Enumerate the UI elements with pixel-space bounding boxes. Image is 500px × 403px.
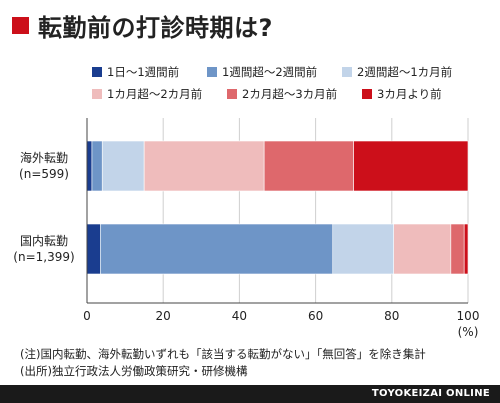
legend-item: 1カ月超〜2カ月前 [92, 86, 202, 102]
legend-label: 3カ月より前 [377, 87, 442, 101]
bar-segment [86, 140, 93, 192]
bar-segment [91, 140, 103, 192]
bar-segment [101, 140, 145, 192]
legend-label: 1カ月超〜2カ月前 [107, 87, 203, 101]
category-label-line: (n=599) [19, 167, 69, 181]
bar-segment [100, 223, 334, 275]
x-tick-label: 40 [231, 309, 248, 323]
legend-item: 1日〜1週間前 [92, 64, 179, 80]
chart-legend: 1日〜1週間前 1週間超〜2週間前 2週間超〜1カ月前 1カ月超〜2カ月前 2カ月超〜3… [92, 64, 492, 108]
legend-swatch [342, 67, 352, 77]
legend-swatch [207, 67, 217, 77]
legend-swatch [92, 67, 102, 77]
x-tick-label: 0 [83, 309, 91, 323]
category-label-line: 国内転勤 [19, 234, 68, 248]
bar-segment [393, 223, 452, 275]
legend-item: 1週間超〜2週間前 [207, 64, 317, 80]
bar-segment [143, 140, 265, 192]
x-tick-label: 80 [384, 309, 400, 323]
legend-item: 3カ月より前 [362, 86, 442, 102]
legend-swatch [362, 89, 372, 99]
footer-brand: TOYOKEIZAI ONLINE [371, 388, 490, 399]
legend-item: 2週間超〜1カ月前 [342, 64, 452, 80]
bar-segment [332, 223, 395, 275]
category-label: 国内転勤 (n=1,399) [4, 233, 84, 265]
legend-swatch [92, 89, 102, 99]
note-line: (注)国内転勤、海外転勤いずれも「該当する転勤がない」「無回答」を除き集計 [20, 347, 426, 361]
bar-segment [86, 223, 101, 275]
bar-segment [263, 140, 355, 192]
legend-label: 2週間超〜1カ月前 [357, 65, 453, 79]
bar-segment [450, 223, 465, 275]
title-square-icon [12, 16, 29, 34]
title-row: 転勤前の打診時期は? [12, 8, 273, 42]
x-unit-label: (%) [457, 325, 479, 339]
category-label-line: 海外転勤 [19, 151, 68, 165]
legend-swatch [227, 89, 237, 99]
legend-item: 2カ月超〜3カ月前 [227, 86, 337, 102]
legend-label: 2カ月超〜3カ月前 [242, 87, 338, 101]
bar-segment [463, 223, 469, 275]
footer-bar: TOYOKEIZAI ONLINE [0, 385, 500, 403]
legend-label: 1日〜1週間前 [107, 65, 180, 79]
x-tick-label: 20 [155, 309, 171, 323]
x-tick-label: 60 [307, 309, 324, 323]
source-line: (出所)独立行政法人労働政策研究・研修機構 [20, 364, 248, 378]
chart-notes: (注)国内転勤、海外転勤いずれも「該当する転勤がない」「無回答」を除き集計 (出… [20, 346, 426, 380]
bar-segment [353, 140, 469, 192]
category-label-line: (n=1,399) [13, 250, 75, 264]
category-label: 海外転勤 (n=599) [4, 150, 84, 182]
legend-label: 1週間超〜2週間前 [222, 65, 318, 79]
x-tick-label: 100 [456, 309, 480, 323]
chart-title: 転勤前の打診時期は? [38, 13, 273, 42]
